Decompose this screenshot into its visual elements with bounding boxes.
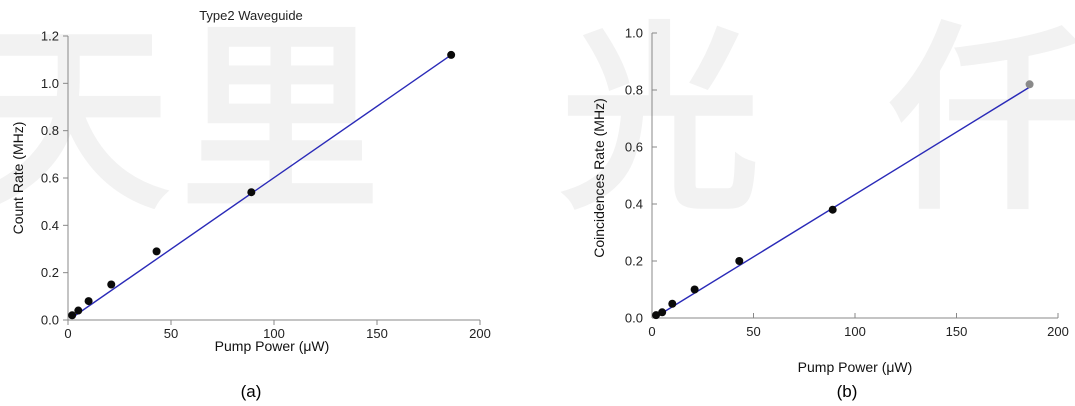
watermark-glyph: 里 xyxy=(180,5,380,238)
y-tick-label: 0.8 xyxy=(41,123,59,138)
watermark: 天里光仟 xyxy=(0,5,1075,238)
data-point xyxy=(668,299,677,308)
data-point xyxy=(84,297,93,306)
fit-line xyxy=(71,54,452,319)
data-point xyxy=(247,188,256,197)
watermark-glyph: 天 xyxy=(0,5,170,238)
data-point xyxy=(690,285,699,294)
data-point xyxy=(828,205,837,214)
chart-panel-a: Type2 Waveguide 0 50 100 150 200 0.0 0.2 0.4 0.6… xyxy=(10,8,491,401)
data-point xyxy=(74,306,83,315)
data-point xyxy=(447,50,456,59)
x-tick-label: 150 xyxy=(366,326,388,341)
caption-b: (b) xyxy=(837,382,858,401)
y-axis-title-a: Count Rate (MHz) xyxy=(10,122,26,235)
y-tick-label: 0.6 xyxy=(41,171,59,186)
chart-panel-b: 0 50 100 150 200 0.0 0.2 0.4 0.6 0.8 1.0 Pump Powe… xyxy=(591,26,1069,402)
x-axis-title-a: Pump Power (μW) xyxy=(215,338,330,354)
y-axis-title-b: Coincidences Rate (MHz) xyxy=(591,98,607,258)
y-tick-label: 0.6 xyxy=(625,140,643,155)
points-b xyxy=(652,80,1034,320)
data-point xyxy=(152,247,161,256)
y-tick-label: 0.0 xyxy=(41,313,59,328)
data-point xyxy=(68,311,77,320)
x-axis-title-b: Pump Power (μW) xyxy=(798,359,913,375)
ticks-b: 0 50 100 150 200 0.0 0.2 0.4 0.6 0.8 1.0 xyxy=(625,26,1069,340)
y-tick-label: 1.0 xyxy=(625,26,643,41)
y-tick-label: 1.0 xyxy=(41,76,59,91)
ticks-a: 0 50 100 150 200 0.0 0.2 0.4 0.6 0.8 1.0 1.2 xyxy=(41,29,491,342)
fit-line xyxy=(653,86,1030,319)
x-tick-label: 0 xyxy=(648,324,655,339)
y-tick-label: 0.4 xyxy=(41,218,59,233)
x-tick-label: 0 xyxy=(64,326,71,341)
x-tick-label: 100 xyxy=(263,326,285,341)
caption-a: (a) xyxy=(241,382,262,401)
chart-title-a: Type2 Waveguide xyxy=(199,8,303,23)
fit-a xyxy=(71,54,452,319)
data-point xyxy=(735,257,744,265)
x-tick-label: 50 xyxy=(164,326,178,341)
y-tick-label: 0.0 xyxy=(625,311,643,326)
points-a xyxy=(68,50,456,320)
watermark-glyph: 仟 xyxy=(889,5,1075,238)
y-tick-label: 0.2 xyxy=(625,254,643,269)
watermark-glyph: 光 xyxy=(560,5,760,238)
data-point xyxy=(652,311,661,320)
x-tick-label: 200 xyxy=(469,326,491,341)
data-point xyxy=(107,280,116,289)
x-tick-label: 150 xyxy=(946,324,968,339)
x-tick-label: 50 xyxy=(746,324,760,339)
data-point xyxy=(658,308,667,317)
y-tick-label: 0.2 xyxy=(41,265,59,280)
y-tick-label: 0.4 xyxy=(625,197,643,212)
x-tick-label: 100 xyxy=(844,324,866,339)
data-point xyxy=(1025,80,1034,89)
y-tick-label: 1.2 xyxy=(41,29,59,44)
y-tick-label: 0.8 xyxy=(625,83,643,98)
fit-b xyxy=(653,86,1030,319)
x-tick-label: 200 xyxy=(1047,324,1069,339)
